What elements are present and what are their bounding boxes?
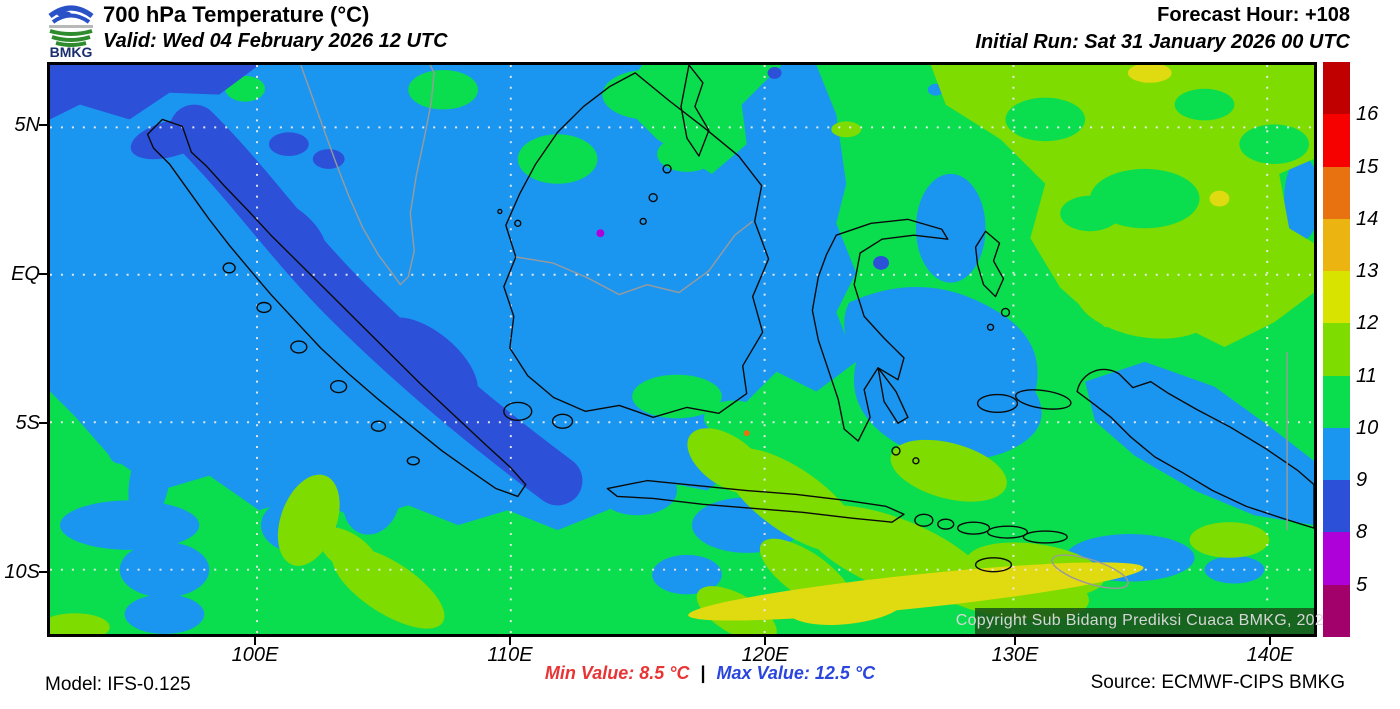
colorbar-segment (1323, 271, 1350, 324)
coastlines (146, 65, 1314, 573)
minmax-separator: | (700, 663, 706, 683)
lat-tick (39, 124, 47, 126)
foreign-borders (300, 65, 1288, 589)
colorbar (1323, 62, 1350, 637)
colorbar-label: 15 (1356, 155, 1379, 178)
colorbar-segment (1323, 62, 1350, 115)
lon-label-140e: 140E (1246, 644, 1294, 666)
colorbar-label: 13 (1356, 260, 1379, 283)
colorbar-label: 14 (1356, 207, 1379, 230)
colorbar-segment (1323, 323, 1350, 376)
max-value: Max Value: 12.5 °C (716, 663, 876, 683)
min-value: Min Value: 8.5 °C (544, 663, 690, 683)
colorbar-label: 12 (1356, 312, 1379, 335)
lon-label-120e: 120E (741, 644, 789, 666)
lon-label-100e: 100E (231, 644, 279, 666)
map-canvas (50, 65, 1314, 634)
colorbar-segment (1323, 427, 1350, 481)
colorbar-segment (1323, 218, 1350, 272)
lon-tick (1014, 637, 1016, 645)
page-title: 700 hPa Temperature (°C) (103, 2, 370, 27)
colorbar-segment (1323, 480, 1350, 533)
initial-run-label: Initial Run: Sat 31 January 2026 00 UTC (975, 31, 1350, 53)
colorbar-label: 16 (1356, 103, 1379, 126)
lon-tick (764, 637, 766, 645)
colorbar-segment (1323, 114, 1350, 167)
bmkg-logo-icon: BMKG (42, 1, 100, 60)
copyright-banner: Copyright Sub Bidang Prediksi Cuaca BMKG… (956, 608, 1333, 634)
forecast-hour-label: Forecast Hour: +108 (1157, 4, 1350, 26)
valid-time-label: Valid: Wed 04 February 2026 12 UTC (103, 30, 448, 52)
lat-label-5s: 5S (15, 412, 40, 434)
colorbar-label: 9 (1356, 469, 1368, 492)
lat-label-10s: 10S (4, 561, 40, 583)
colorbar-segment (1323, 166, 1350, 219)
colorbar-label: 8 (1356, 521, 1368, 544)
lat-label-5n: 5N (14, 114, 40, 136)
lat-label-eq: EQ (11, 263, 40, 285)
lat-tick (39, 273, 47, 275)
logo-text: BMKG (50, 44, 93, 59)
source-label: Source: ECMWF-CIPS BMKG (1090, 672, 1345, 693)
lon-tick (509, 637, 511, 645)
colorbar-segment (1323, 375, 1350, 428)
lon-label-130e: 130E (991, 644, 1039, 666)
colorbar-labels: 16 15 14 13 12 11 10 9 8 5 (1356, 62, 1400, 637)
lat-tick (39, 422, 47, 424)
lat-tick (39, 571, 47, 573)
colorbar-segment (1323, 584, 1350, 637)
minmax-line: Min Value: 8.5 °C | Max Value: 12.5 °C (430, 663, 990, 684)
lon-label-110e: 110E (487, 644, 533, 666)
colorbar-segment (1323, 532, 1350, 585)
lon-tick (1269, 637, 1271, 645)
colorbar-label: 5 (1356, 573, 1368, 596)
colorbar-label: 10 (1356, 416, 1379, 439)
temperature-map: Copyright Sub Bidang Prediksi Cuaca BMKG… (47, 62, 1333, 637)
lon-tick (254, 637, 256, 645)
model-label: Model: IFS-0.125 (45, 674, 191, 695)
colorbar-label: 11 (1356, 364, 1377, 387)
